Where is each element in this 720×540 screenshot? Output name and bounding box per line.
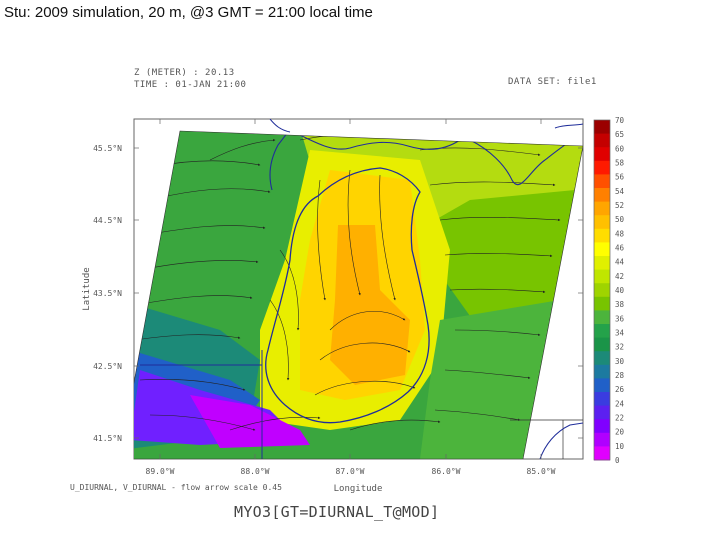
colorbar-label: 22 (615, 414, 624, 423)
colorbar-swatch (594, 133, 610, 148)
green-bay-shoreline (269, 131, 289, 191)
model-domain-outline (134, 130, 583, 459)
colorbar-label: 26 (615, 385, 625, 394)
colorbar-swatch (594, 419, 610, 434)
colorbar-swatch (594, 188, 610, 203)
x-axis-title: Longitude (334, 484, 383, 494)
lat-tick-label: 41.5°N (93, 434, 122, 443)
shoreline-se (539, 422, 583, 459)
colorbar-label: 42 (615, 272, 624, 281)
colorbar-swatch (594, 324, 610, 339)
z-level-label: Z (METER) : 20.13 (134, 68, 235, 78)
colorbar-label: 36 (615, 314, 625, 323)
outside-shoreline-ne (554, 123, 583, 129)
lon-tick-label: 87.0°W (336, 467, 365, 476)
lat-tick-label: 44.5°N (93, 216, 122, 225)
colorbar: 70 65 60 58 56 54 52 50 48 46 44 42 40 38 36 34 32 30 28 26… (593, 116, 625, 465)
colorbar-swatch (594, 174, 610, 189)
time-label: TIME : 01-JAN 21:00 (134, 80, 247, 90)
colorbar-label: 44 (615, 258, 625, 267)
vector-scale-note: U_DIURNAL, V_DIURNAL - flow arrow scale … (70, 483, 282, 492)
colorbar-swatch (594, 337, 610, 352)
colorbar-swatch (594, 215, 610, 230)
lat-tick-label: 42.5°N (93, 362, 122, 371)
upper-shoreline (299, 134, 461, 150)
colorbar-label: 46 (615, 244, 625, 253)
colorbar-swatch (594, 310, 610, 325)
colorbar-label: 0 (615, 456, 620, 465)
colorbar-swatch (594, 160, 610, 175)
colorbar-label: 54 (615, 187, 625, 196)
lake-michigan-shoreline (265, 167, 430, 424)
colorbar-label: 28 (615, 371, 625, 380)
colorbar-swatch (594, 296, 610, 311)
field-southeast-green (420, 300, 560, 459)
colorbar-label: 24 (615, 399, 625, 408)
colorbar-swatch (594, 120, 610, 135)
colorbar-swatch (594, 228, 610, 243)
colorbar-label: 58 (615, 159, 625, 168)
lat-tick-label: 45.5°N (93, 144, 122, 153)
lat-tick-label: 43.5°N (93, 289, 122, 298)
colorbar-label: 34 (615, 329, 625, 338)
colorbar-label: 32 (615, 343, 624, 352)
colorbar-label: 65 (615, 130, 624, 139)
dataset-label: DATA SET: file1 (508, 77, 597, 87)
lon-tick-label: 86.0°W (432, 467, 461, 476)
colorbar-label: 48 (615, 229, 625, 238)
colorbar-label: 60 (615, 144, 625, 153)
lon-tick-label: 88.0°W (241, 467, 270, 476)
colorbar-swatch (594, 432, 610, 447)
colorbar-swatch (594, 364, 610, 379)
east-shoreline (469, 134, 583, 186)
lake-erie-box (510, 419, 583, 459)
slide-title: Stu: 2009 simulation, 20 m, @3 GMT = 21:… (4, 4, 373, 21)
field-lake-orange (330, 225, 410, 385)
colorbar-swatch (594, 446, 610, 461)
colorbar-swatch (594, 392, 610, 407)
colorbar-label: 20 (615, 428, 625, 437)
colorbar-label: 10 (615, 442, 625, 451)
colorbar-label: 56 (615, 173, 625, 182)
colorbar-swatch (594, 378, 610, 393)
outside-shoreline-nw (269, 119, 291, 133)
colorbar-swatch (594, 283, 610, 298)
colorbar-swatch (594, 147, 610, 162)
colorbar-label: 52 (615, 201, 624, 210)
colorbar-label: 40 (615, 286, 625, 295)
colorbar-swatch (594, 201, 610, 216)
field-southwest-magenta (190, 395, 310, 448)
colorbar-label: 50 (615, 215, 625, 224)
colorbar-swatch (594, 256, 610, 271)
colorbar-swatch (594, 351, 610, 366)
colorbar-swatch (594, 269, 610, 284)
colorbar-label: 70 (615, 116, 625, 125)
plot-command: MYO3[GT=DIURNAL_T@MOD] (234, 503, 440, 521)
y-axis-title: Latitude (82, 267, 92, 310)
lon-tick-label: 85.0°W (527, 467, 556, 476)
frame-ticks (134, 119, 583, 459)
colorbar-swatch (594, 405, 610, 420)
lon-tick-label: 89.0°W (146, 467, 175, 476)
colorbar-label: 38 (615, 300, 625, 309)
colorbar-label: 30 (615, 357, 625, 366)
colorbar-frame (593, 119, 611, 461)
colorbar-swatch (594, 242, 610, 257)
